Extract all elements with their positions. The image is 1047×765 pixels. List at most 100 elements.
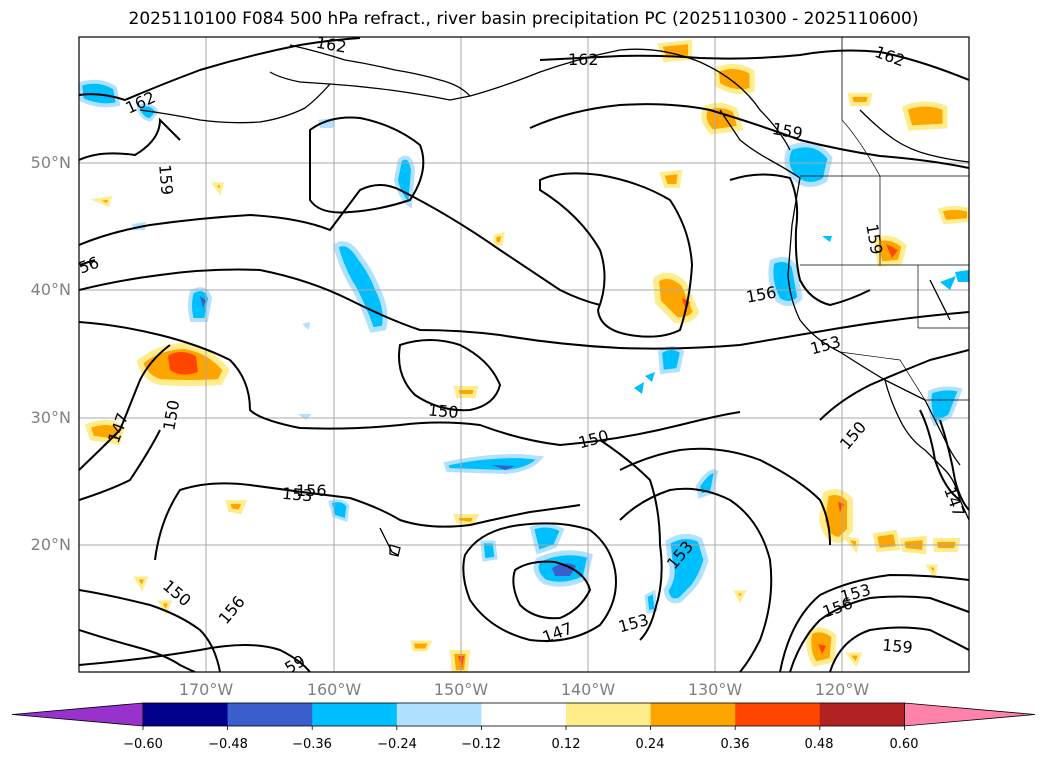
colorbar-tick-label: 0.36 (720, 737, 750, 752)
neg-patch (298, 414, 312, 420)
neg-patch (927, 386, 963, 427)
contour-159 (79, 644, 311, 672)
map-title: 2025110100 F084 500 hPa refract., river … (128, 9, 919, 29)
colorbar-tick-label: −0.24 (377, 737, 417, 752)
contour-150 (619, 447, 831, 546)
pos-patch (925, 564, 938, 581)
colorbar-tick-label: −0.48 (208, 737, 248, 752)
pos-patch (733, 590, 747, 604)
contour-162 (539, 49, 969, 81)
contour-label: 162 (568, 50, 599, 69)
colorbar-tick-label: −0.12 (461, 737, 501, 752)
contour-label: 156 (296, 481, 327, 500)
neg-patch (784, 142, 833, 187)
pos-patch (225, 500, 247, 515)
colorbar (11, 702, 1036, 730)
neg-patch (492, 465, 515, 470)
height-contours (79, 37, 969, 672)
pos-patch (937, 206, 969, 225)
lon-label-160w: 160°W (306, 680, 362, 699)
contour-label: 159 (155, 164, 177, 196)
pos-patch (713, 64, 755, 95)
contour-153 (79, 268, 969, 350)
lon-label-120w: 120°W (814, 680, 870, 699)
contour-156 (79, 259, 96, 266)
contour-147 (939, 419, 969, 511)
contour-label: 56 (76, 253, 102, 278)
coastline-hawaii (379, 527, 399, 556)
contour-153 (779, 573, 969, 672)
lon-label-140w: 140°W (560, 680, 616, 699)
lat-label-50n: 50°N (30, 153, 71, 172)
colorbar-extend-low (11, 702, 144, 727)
neg-patch (822, 236, 832, 242)
contour-159 (829, 626, 969, 672)
neg-patch (657, 346, 685, 375)
coastline-aleutians (139, 83, 331, 124)
neg-patch (200, 296, 206, 308)
contour-147 (79, 344, 171, 471)
border (841, 119, 881, 177)
pos-patch (844, 652, 863, 667)
contour-156 (789, 595, 969, 672)
contour-156 (729, 173, 871, 307)
graticule (79, 37, 969, 672)
coastlines (139, 44, 969, 557)
colorbar-tick-label: 0.24 (635, 737, 665, 752)
contour-150 (819, 349, 969, 421)
coastline-canada-interior (859, 109, 969, 163)
coastline-alaska-panhandle (469, 48, 791, 151)
border (839, 351, 969, 401)
contour-162 (79, 37, 361, 102)
pos-patch (818, 644, 826, 654)
neg-patch (645, 372, 655, 382)
neg-patch (663, 534, 709, 604)
pos-patch (886, 244, 898, 258)
neg-patch (480, 540, 498, 562)
neg-patch (443, 453, 544, 475)
neg-patch (136, 103, 159, 122)
lat-label-30n: 30°N (30, 408, 71, 427)
contour-label: 159 (881, 635, 913, 657)
colorbar-tick-label: 0.12 (551, 737, 581, 752)
colorbar-tick-label: −0.36 (292, 737, 332, 752)
neg-patch (955, 270, 969, 282)
neg-patch (940, 276, 956, 290)
colorbar-tick-label: 0.60 (889, 737, 919, 752)
neg-patch (634, 382, 644, 394)
colorbar-swatch (566, 703, 652, 726)
pos-patch (410, 640, 433, 652)
contour-159-loop (309, 116, 425, 214)
colorbar-swatch (650, 703, 736, 726)
pos-patch (133, 576, 149, 592)
lat-label-40n: 40°N (30, 280, 71, 299)
political-borders (800, 37, 969, 401)
coastline-baja (884, 379, 969, 521)
coastline-bc (719, 109, 801, 179)
coastline-alaska (269, 44, 472, 101)
contour-156 (79, 184, 601, 306)
coastline-mexico-east (929, 279, 951, 321)
contour-label: 153 (281, 484, 313, 506)
coastline-hawaii-big (389, 544, 401, 557)
contour-159 (529, 103, 969, 169)
pos-patch (453, 514, 480, 527)
neg-patch (302, 322, 310, 330)
pos-patch (872, 529, 901, 553)
contour-153 (599, 439, 663, 641)
neg-patch (188, 287, 213, 322)
contour-153 (619, 487, 773, 672)
colorbar-swatch (735, 703, 821, 726)
pos-patch (90, 196, 113, 208)
neg-patch (393, 155, 416, 209)
pos-patch (659, 169, 683, 188)
contour-147-loop (512, 560, 592, 620)
colorbar-tick-label: 0.48 (804, 737, 834, 752)
coastline-mexico (924, 399, 961, 466)
contour-label: 162 (315, 33, 348, 57)
contour-159 (79, 117, 181, 161)
pos-patch (157, 600, 173, 616)
contour-150 (79, 321, 741, 447)
contour-150 (79, 429, 161, 501)
